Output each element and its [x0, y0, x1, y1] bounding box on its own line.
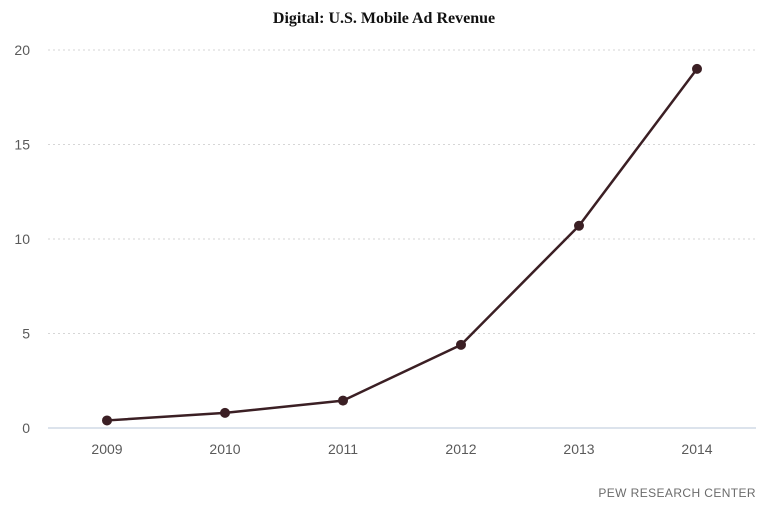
data-point [102, 415, 112, 426]
x-axis-ticks: 2009 2010 2011 2012 2013 2014 [91, 441, 712, 457]
series-line [105, 67, 699, 422]
x-tick-label: 2013 [563, 441, 594, 457]
y-tick-label: 0 [22, 420, 30, 436]
y-axis-ticks: 0 5 10 15 20 [14, 42, 30, 436]
y-tick-label: 5 [22, 326, 30, 342]
data-point [220, 407, 230, 418]
chart-title: Digital: U.S. Mobile Ad Revenue [272, 10, 496, 27]
y-tick-label: 15 [14, 137, 30, 153]
series [102, 63, 702, 426]
y-tick-label: 20 [14, 42, 30, 58]
x-tick-label: 2009 [91, 441, 122, 457]
data-point [456, 339, 466, 350]
data-point [692, 63, 702, 74]
x-tick-label: 2014 [681, 441, 712, 457]
x-tick-label: 2012 [445, 441, 476, 457]
data-point [574, 220, 584, 231]
x-tick-label: 2011 [328, 441, 358, 457]
y-tick-label: 10 [14, 231, 30, 247]
x-tick-label: 2010 [209, 441, 240, 457]
gridlines [48, 49, 756, 334]
data-point [338, 395, 348, 406]
source-credit: PEW RESEARCH CENTER [598, 486, 756, 500]
